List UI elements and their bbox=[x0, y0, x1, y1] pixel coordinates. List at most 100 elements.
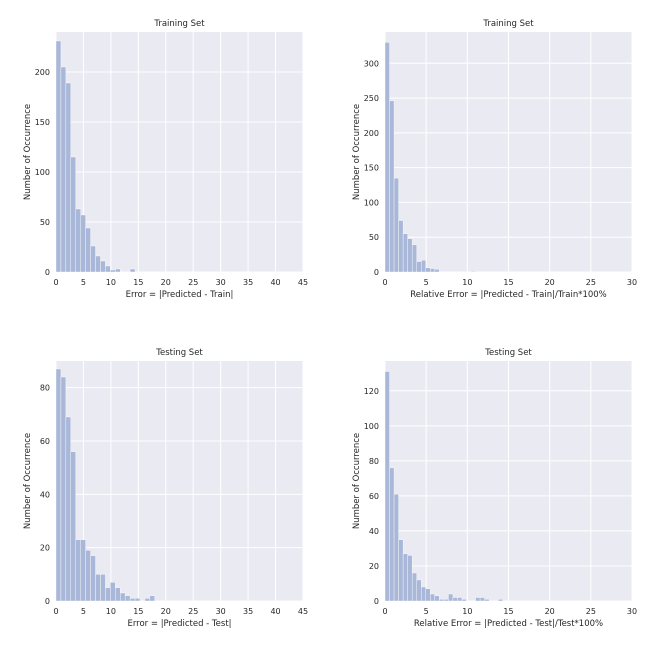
histogram-bar bbox=[421, 259, 426, 273]
histogram-bar bbox=[60, 376, 67, 602]
y-tick-label: 60 bbox=[40, 437, 50, 446]
y-axis-label: Number of Occurrence bbox=[352, 433, 362, 529]
y-tick-label: 300 bbox=[364, 59, 379, 68]
histogram-bar bbox=[393, 177, 399, 273]
y-tick-label: 60 bbox=[369, 492, 379, 501]
histogram-bar bbox=[384, 42, 390, 273]
histogram-bar bbox=[416, 261, 422, 273]
histogram-bar bbox=[452, 597, 458, 602]
x-tick-label: 30 bbox=[216, 607, 226, 616]
histogram-bar bbox=[149, 595, 156, 602]
x-tick-label: 45 bbox=[298, 278, 308, 287]
x-tick-label: 0 bbox=[382, 278, 387, 287]
histogram-bar bbox=[134, 598, 141, 602]
x-tick-label: 0 bbox=[53, 607, 58, 616]
histogram-bar bbox=[498, 599, 503, 602]
x-tick-label: 5 bbox=[424, 278, 429, 287]
histogram-bar bbox=[430, 268, 436, 273]
y-tick-label: 200 bbox=[35, 68, 50, 77]
y-axis-label: Number of Occurrence bbox=[352, 104, 362, 200]
histogram-bar bbox=[448, 593, 454, 602]
histogram-bar bbox=[416, 579, 422, 602]
x-tick-label: 15 bbox=[503, 607, 513, 616]
histogram-bar bbox=[425, 267, 431, 273]
y-tick-label: 20 bbox=[40, 544, 50, 553]
x-tick-label: 15 bbox=[503, 278, 513, 287]
x-tick-label: 30 bbox=[627, 607, 637, 616]
x-tick-label: 0 bbox=[382, 607, 387, 616]
histogram-bar bbox=[60, 66, 67, 273]
x-tick-label: 30 bbox=[627, 278, 637, 287]
y-axis-label: Number of Occurrence bbox=[23, 104, 33, 200]
histogram-bar bbox=[421, 586, 426, 602]
x-tick-label: 45 bbox=[298, 607, 308, 616]
histogram-bar bbox=[70, 451, 76, 602]
x-tick-label: 30 bbox=[216, 278, 226, 287]
histogram-bar bbox=[402, 553, 408, 602]
histogram-bar bbox=[407, 238, 413, 273]
x-tick-label: 25 bbox=[188, 607, 198, 616]
histogram-bar bbox=[425, 588, 431, 602]
histogram-bar bbox=[398, 539, 404, 602]
y-tick-label: 40 bbox=[40, 490, 50, 499]
histogram-bar bbox=[105, 265, 111, 273]
y-axis-label: Number of Occurrence bbox=[23, 433, 33, 529]
x-tick-label: 25 bbox=[188, 278, 198, 287]
x-tick-label: 10 bbox=[462, 607, 472, 616]
y-tick-label: 80 bbox=[40, 384, 50, 393]
histogram-bar bbox=[85, 550, 91, 602]
x-tick-label: 0 bbox=[53, 278, 58, 287]
histogram-bar bbox=[65, 416, 72, 602]
x-tick-label: 10 bbox=[106, 278, 116, 287]
histogram-bar bbox=[95, 574, 101, 602]
histogram-bar bbox=[55, 40, 62, 273]
histogram-bar bbox=[470, 271, 476, 273]
histogram-bar bbox=[484, 599, 490, 602]
histogram-bar bbox=[90, 245, 96, 273]
histogram-bar bbox=[95, 255, 101, 273]
x-tick-label: 40 bbox=[270, 278, 280, 287]
y-tick-label: 100 bbox=[35, 168, 50, 177]
chart-title: Training Set bbox=[482, 19, 534, 29]
x-tick-label: 5 bbox=[81, 607, 86, 616]
y-tick-label: 40 bbox=[369, 527, 379, 536]
histogram-bar bbox=[475, 597, 481, 602]
x-tick-label: 25 bbox=[586, 278, 596, 287]
histogram-bar bbox=[75, 539, 81, 602]
chart-title: Testing Set bbox=[155, 348, 203, 358]
y-tick-label: 100 bbox=[364, 422, 379, 431]
y-tick-label: 50 bbox=[40, 218, 50, 227]
histogram-bar bbox=[120, 592, 126, 602]
y-tick-label: 120 bbox=[364, 387, 379, 396]
histogram-bar bbox=[110, 269, 116, 273]
y-tick-label: 80 bbox=[369, 457, 379, 466]
x-tick-label: 25 bbox=[586, 607, 596, 616]
histogram-bar bbox=[80, 539, 86, 602]
histogram-bar bbox=[479, 597, 485, 602]
histogram-testing-error: 0 5 10 15 20 25 30 35 40 45 0 20 40 60 80 Testing Set Er… bbox=[23, 348, 308, 629]
y-tick-label: 20 bbox=[369, 562, 379, 571]
x-tick-label: 10 bbox=[106, 607, 116, 616]
histogram-bar bbox=[411, 244, 417, 273]
x-tick-label: 20 bbox=[161, 607, 171, 616]
x-tick-label: 15 bbox=[133, 278, 143, 287]
x-tick-label: 15 bbox=[133, 607, 143, 616]
chart-title: Training Set bbox=[153, 19, 205, 29]
histogram-training-error: 0 5 10 15 20 25 30 35 40 45 0 50 100 150 200 Training S… bbox=[23, 19, 308, 300]
histogram-bar bbox=[90, 555, 96, 602]
x-axis-label: Relative Error = |Predicted - Test|/Test… bbox=[414, 619, 603, 629]
histogram-bar bbox=[434, 595, 440, 602]
histogram-bar bbox=[393, 493, 399, 602]
y-tick-label: 200 bbox=[364, 129, 379, 138]
histogram-bar bbox=[389, 467, 395, 602]
histogram-bar bbox=[434, 269, 440, 273]
y-tick-label: 100 bbox=[364, 198, 379, 207]
x-tick-label: 10 bbox=[462, 278, 472, 287]
histogram-bar bbox=[105, 587, 111, 602]
histogram-bar bbox=[461, 599, 467, 602]
histogram-bar bbox=[398, 220, 404, 273]
histogram-bar bbox=[457, 597, 463, 602]
x-tick-label: 20 bbox=[545, 607, 555, 616]
x-axis-label: Error = |Predicted - Test| bbox=[127, 619, 231, 629]
